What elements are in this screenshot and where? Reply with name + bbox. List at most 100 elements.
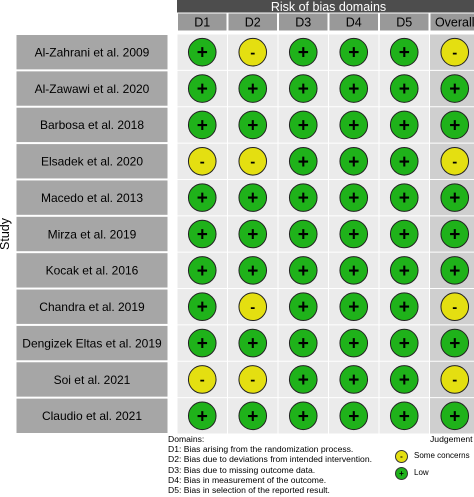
judgement-symbol: + <box>449 225 460 246</box>
domain-d2-text: D2: Bias due to deviations from intended… <box>168 454 372 465</box>
study-label: Al-Zahrani et al. 2009 <box>35 45 150 59</box>
low-risk-icon <box>389 146 419 176</box>
chart-title: Risk of bias domains <box>271 0 386 14</box>
judgement-symbol: + <box>399 334 410 355</box>
study-label: Elsadek et al. 2020 <box>41 155 143 169</box>
judgement-symbol: + <box>399 406 410 427</box>
some-concerns-icon <box>187 146 217 176</box>
low-risk-icon <box>238 328 268 358</box>
low-risk-icon <box>339 110 369 140</box>
low-risk-icon <box>389 219 419 249</box>
judgement-symbol: + <box>298 370 309 391</box>
judgement-symbol: + <box>399 188 410 209</box>
judgement-symbol: + <box>197 79 208 100</box>
low-risk-icon <box>187 219 217 249</box>
judgement-legend-some-concerns: - Some concerns <box>395 450 474 466</box>
low-risk-icon <box>288 183 318 212</box>
judgement-legend-low: + Low <box>395 467 474 483</box>
low-risk-icon <box>389 401 419 431</box>
column-header-bg-d5 <box>379 12 430 32</box>
low-risk-icon <box>238 256 268 285</box>
judgement-symbol: + <box>399 43 410 64</box>
column-header-d2: D2 <box>245 16 261 30</box>
study-label: Barbosa et al. 2018 <box>40 118 144 132</box>
low-risk-icon <box>339 146 369 176</box>
judgement-symbol: - <box>250 372 255 389</box>
domain-d3-text: D3: Bias due to missing outcome data. <box>168 464 316 475</box>
low-risk-icon <box>389 37 419 67</box>
some-concerns-icon <box>187 365 217 394</box>
study-label-bg <box>15 324 169 362</box>
low-risk-icon <box>389 256 419 285</box>
column-header-bg-d2 <box>227 12 278 32</box>
column-header-bg-d4 <box>328 12 379 32</box>
low-risk-icon <box>288 146 318 176</box>
column-header-overall: Overall <box>435 16 474 30</box>
low-risk-icon <box>389 292 419 322</box>
study-label: Kocak et al. 2016 <box>46 264 139 278</box>
some-concerns-icon <box>440 292 470 322</box>
column-header-bg-d3 <box>278 12 329 32</box>
low-risk-icon <box>238 110 268 140</box>
column-header-bg-d1 <box>177 12 228 32</box>
judgement-symbol: + <box>449 79 460 100</box>
low-risk-icon <box>288 110 318 140</box>
domain-d1-text: D1: Bias arising from the randomization … <box>168 444 354 455</box>
study-label-bg <box>15 70 169 107</box>
domain-d5-text: D5: Bias in selection of the reported re… <box>168 485 330 496</box>
low-risk-icon <box>440 110 470 140</box>
study-label: Dengizek Eltas et al. 2019 <box>22 336 162 350</box>
judgement-symbol: + <box>399 370 410 391</box>
low-risk-icon <box>389 183 419 212</box>
low-risk-icon <box>238 74 268 103</box>
low-risk-icon <box>238 401 268 431</box>
low-risk-icon <box>389 328 419 358</box>
judgement-symbol: + <box>247 406 258 427</box>
low-risk-icon <box>187 110 217 140</box>
low-risk-icon <box>389 74 419 103</box>
low-risk-icon <box>288 256 318 285</box>
study-label: Claudio et al. 2021 <box>42 409 142 423</box>
judgement-symbol: + <box>348 188 359 209</box>
judgement-symbol: + <box>197 115 208 136</box>
low-risk-icon <box>389 365 419 394</box>
judgement-symbol: - <box>452 153 457 170</box>
low-risk-icon <box>288 401 318 431</box>
judgement-symbol: + <box>247 115 258 136</box>
column-header-bg-overall <box>429 12 474 32</box>
judgement-symbol: + <box>298 152 309 173</box>
low-risk-icon <box>187 74 217 103</box>
judgement-symbol: + <box>348 334 359 355</box>
low-risk-icon <box>339 328 369 358</box>
low-risk-icon: + <box>395 467 408 480</box>
column-header-d1: D1 <box>194 16 210 30</box>
judgement-label-low: Low <box>414 468 429 477</box>
low-risk-icon <box>339 183 369 212</box>
judgement-symbol: + <box>298 406 309 427</box>
low-risk-icon <box>288 292 318 322</box>
study-label-bg <box>15 106 169 144</box>
domain-d4-text: D4: Bias in measurement of the outcome. <box>168 474 327 485</box>
judgement-symbol: - <box>452 372 457 389</box>
chart-footer: Domains: D1: Bias arising from the rando… <box>168 434 474 497</box>
judgement-symbol: + <box>197 43 208 64</box>
domains-legend: Domains: D1: Bias arising from the rando… <box>168 434 372 495</box>
judgement-symbol: + <box>348 261 359 282</box>
study-label-bg <box>15 288 169 325</box>
judgement-symbol: + <box>298 79 309 100</box>
judgement-symbol: + <box>298 188 309 209</box>
low-risk-icon <box>440 256 470 285</box>
judgement-symbol: + <box>348 225 359 246</box>
low-risk-icon <box>440 219 470 249</box>
study-label: Chandra et al. 2019 <box>39 300 145 314</box>
judgement-symbol: + <box>399 297 410 318</box>
judgement-symbol: + <box>247 79 258 100</box>
study-label: Macedo et al. 2013 <box>41 191 143 205</box>
low-risk-icon <box>339 401 369 431</box>
judgement-symbol: + <box>449 406 460 427</box>
judgement-symbol: + <box>298 115 309 136</box>
low-risk-icon <box>238 183 268 212</box>
judgement-symbol: - <box>200 372 205 389</box>
study-label-bg <box>15 143 169 180</box>
some-concerns-icon <box>238 37 268 67</box>
